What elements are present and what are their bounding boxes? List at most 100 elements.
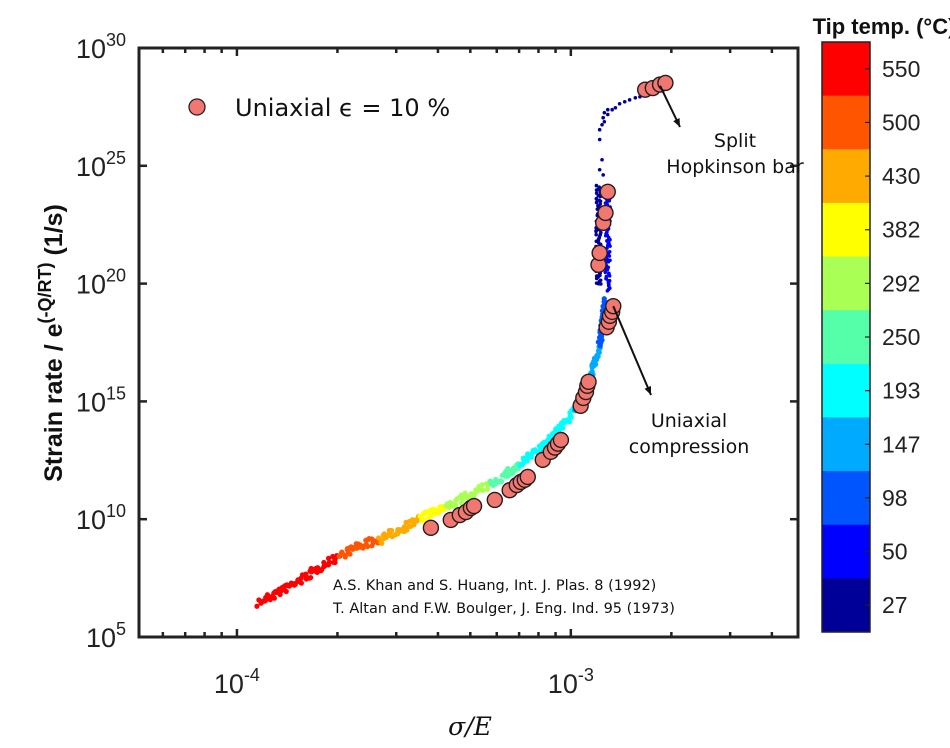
trace-dot xyxy=(505,465,511,472)
data-point xyxy=(552,431,570,449)
trace-dot xyxy=(498,478,505,485)
y-axis-label-main: Strain rate / e xyxy=(40,323,68,481)
citation-2: T. Altan and F.W. Boulger, J. Eng. Ind. … xyxy=(332,601,675,617)
x-tick-label: 10-4 xyxy=(214,665,260,699)
legend-marker xyxy=(188,98,206,116)
legend: Uniaxial ϵ = 10 % xyxy=(188,94,450,122)
annotation-arrows xyxy=(612,85,681,396)
y-tick-label: 1030 xyxy=(76,30,126,64)
sparse-dot xyxy=(627,98,632,102)
legend-label: Uniaxial ϵ = 10 % xyxy=(235,94,450,122)
trace-dot xyxy=(487,478,494,484)
annotation-compression: Uniaxial compression xyxy=(629,410,749,458)
sparse-dot xyxy=(613,105,618,110)
x-axis-label-text: σ/E xyxy=(448,712,492,741)
y-tick-label-base: 10 xyxy=(76,152,106,182)
y-tick-label-base: 10 xyxy=(76,270,106,300)
trace-dot xyxy=(528,454,534,460)
x-tick-label: 10-3 xyxy=(548,665,594,699)
trace-dot xyxy=(421,517,427,523)
annotation-hopkinson-line1: Split xyxy=(714,130,756,152)
colorbar-label: 27 xyxy=(882,592,908,618)
y-tick-label-exponent: 10 xyxy=(106,501,126,521)
sparse-dot xyxy=(597,137,602,142)
trace-dot xyxy=(607,250,612,254)
trace-dot xyxy=(607,278,612,283)
colorbar-label: 550 xyxy=(882,56,920,82)
trace-dot xyxy=(283,588,289,595)
colorbar-label: 193 xyxy=(882,378,920,404)
trace-dot xyxy=(594,232,598,237)
annotation-hopkinson: Split Hopkinson bar xyxy=(666,130,804,178)
trace-dot xyxy=(339,549,345,555)
trace-dot xyxy=(455,495,461,502)
trace-dot xyxy=(601,298,607,304)
sparse-dot xyxy=(602,119,607,124)
trace-dot xyxy=(594,191,599,195)
colorbar-title: Tip temp. (°C) xyxy=(813,14,950,39)
uniaxial-markers xyxy=(422,74,674,537)
trace-dot xyxy=(453,502,459,508)
trace-dot xyxy=(593,361,599,367)
colorbar-label: 98 xyxy=(882,485,908,511)
trace-dot xyxy=(606,271,611,276)
trace-dot xyxy=(342,552,348,559)
trace-dot xyxy=(594,274,599,278)
trace-dot xyxy=(325,555,332,561)
y-tick-label-exponent: 30 xyxy=(106,30,126,50)
trace-dot xyxy=(597,198,602,203)
trace-dot xyxy=(297,579,303,585)
data-point xyxy=(597,204,614,222)
colorbar-band xyxy=(822,471,870,526)
y-tick-label: 1015 xyxy=(76,383,126,417)
y-tick-label-exponent: 20 xyxy=(106,266,126,286)
trace-dot xyxy=(594,196,599,201)
data-point xyxy=(591,244,608,262)
data-point xyxy=(422,519,440,537)
trace-dot xyxy=(484,486,491,493)
sparse-dot xyxy=(622,100,627,104)
trace-dot xyxy=(326,559,333,565)
colorbar-label: 147 xyxy=(882,431,920,457)
annotation-compression-line1: Uniaxial xyxy=(651,410,727,432)
sparse-dot xyxy=(601,115,605,120)
y-tick-label-base: 10 xyxy=(76,34,106,64)
trace-dot xyxy=(308,574,314,581)
data-point xyxy=(465,497,483,515)
colorbar-label: 430 xyxy=(882,163,920,189)
colorbar: Tip temp. (°C) 550 500 430 382 292 250 193 147 9… xyxy=(813,14,950,633)
y-tick-label: 1020 xyxy=(76,266,126,300)
sparse-dot xyxy=(601,173,605,177)
y-axis-label: Strain rate / e(-Q/RT) (1/s) xyxy=(35,204,68,482)
plot-frame xyxy=(137,46,800,639)
data-point xyxy=(657,74,674,92)
x-axis-label: σ/E xyxy=(448,712,492,741)
citations: A.S. Khan and S. Huang, Int. J. Plas. 8 … xyxy=(332,578,675,617)
data-point xyxy=(580,373,597,390)
trace-dot xyxy=(599,230,603,235)
data-point xyxy=(599,183,616,200)
data-point xyxy=(519,468,536,486)
y-tick-label-exponent: 25 xyxy=(106,148,126,168)
trace-dot xyxy=(604,274,609,279)
trace-dot xyxy=(375,535,382,541)
colorbar-band xyxy=(822,578,870,633)
x-tick-label-base: 10 xyxy=(214,669,244,699)
sparse-dot xyxy=(605,107,610,112)
colorbar-band xyxy=(822,42,870,97)
annotation-hopkinson-line2: Hopkinson bar xyxy=(666,156,804,178)
trace-dot xyxy=(479,482,485,488)
trace-dot xyxy=(254,603,260,609)
trace-dot xyxy=(568,413,574,419)
colorbar-band xyxy=(822,363,870,418)
annotation-compression-line2: compression xyxy=(629,436,749,458)
temperature-traces xyxy=(254,89,653,609)
y-tick-label: 105 xyxy=(86,619,126,653)
colorbar-frame xyxy=(821,41,871,633)
colorbar-label: 292 xyxy=(882,270,920,296)
trace-dot xyxy=(462,490,468,496)
colorbar-label: 250 xyxy=(882,324,920,350)
hopkinson-arrow-head xyxy=(673,118,680,127)
x-tick-label-exponent: -3 xyxy=(578,665,594,685)
